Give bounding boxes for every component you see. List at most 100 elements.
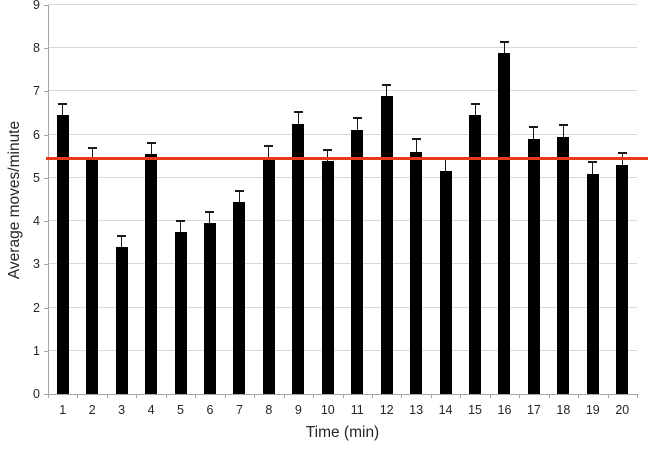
x-axis-label: 15 xyxy=(468,403,482,417)
x-axis-title: Time (min) xyxy=(305,424,380,441)
x-axis-label: 11 xyxy=(350,403,364,417)
x-axis-label: 8 xyxy=(265,403,273,417)
x-axis-label: 19 xyxy=(585,403,600,417)
x-axis-tick xyxy=(607,394,609,398)
error-bar-cap xyxy=(234,189,244,192)
y-axis-label: 2 xyxy=(33,300,40,315)
gridline xyxy=(48,133,637,135)
x-axis-tick xyxy=(165,394,167,398)
y-axis-label: 1 xyxy=(33,343,40,358)
y-axis-label: 3 xyxy=(33,257,40,272)
error-bar-cap xyxy=(588,160,598,163)
gridline xyxy=(48,306,637,308)
gridline xyxy=(48,263,637,265)
x-axis-label: 5 xyxy=(177,403,184,417)
gridline xyxy=(48,47,637,49)
x-axis-label: 10 xyxy=(320,403,335,417)
x-axis-label: 17 xyxy=(526,403,541,417)
error-bar-whisker xyxy=(592,161,594,174)
bar xyxy=(527,138,540,394)
error-bar-cap xyxy=(529,125,539,128)
x-axis-label: 16 xyxy=(497,403,512,417)
y-axis-tick xyxy=(44,350,48,352)
error-bar-whisker xyxy=(238,190,240,202)
error-bar-cap xyxy=(176,220,186,223)
y-axis-label: 9 xyxy=(33,0,40,12)
bar xyxy=(351,130,364,394)
y-axis-tick xyxy=(44,221,48,223)
x-axis-tick xyxy=(77,394,79,398)
error-bar-cap xyxy=(411,137,421,140)
error-bar-whisker xyxy=(503,41,505,53)
error-bar-whisker xyxy=(445,159,447,172)
error-bar-whisker xyxy=(180,221,182,232)
error-bar-whisker xyxy=(91,147,93,159)
error-bar-whisker xyxy=(533,126,535,139)
error-bar-whisker xyxy=(474,103,476,116)
bar xyxy=(86,158,99,394)
gridline xyxy=(48,220,637,222)
error-bar-cap xyxy=(264,145,274,148)
x-axis-tick xyxy=(48,394,49,398)
y-axis-label: 0 xyxy=(33,387,40,401)
error-bar-cap xyxy=(470,102,480,105)
x-axis-tick xyxy=(637,394,638,398)
x-axis-label: 9 xyxy=(294,403,302,417)
gridline xyxy=(48,4,637,5)
x-axis-tick xyxy=(430,394,432,398)
error-bar-cap xyxy=(558,123,568,126)
y-axis-tick xyxy=(44,264,48,266)
x-axis-tick xyxy=(313,394,315,398)
y-axis-tick xyxy=(44,394,48,395)
bar xyxy=(410,151,423,394)
x-axis-tick xyxy=(460,394,462,398)
bar xyxy=(469,115,482,394)
y-axis-label: 7 xyxy=(33,84,40,99)
error-bar-cap xyxy=(352,117,362,120)
y-axis-tick xyxy=(44,307,48,309)
error-bar-whisker xyxy=(386,84,388,96)
x-axis-tick xyxy=(489,394,491,398)
bar xyxy=(233,201,246,394)
x-axis-tick xyxy=(519,394,521,398)
bar xyxy=(174,231,187,394)
x-axis-tick xyxy=(342,394,344,398)
y-axis-tick xyxy=(44,5,48,6)
bar xyxy=(321,160,334,394)
x-axis-tick xyxy=(401,394,403,398)
y-axis-label: 5 xyxy=(33,170,40,185)
x-axis-tick xyxy=(106,394,108,398)
bar xyxy=(292,123,305,394)
x-axis-label: 7 xyxy=(235,403,243,417)
y-axis-tick xyxy=(44,134,48,136)
y-axis-label: 4 xyxy=(33,214,40,229)
x-axis-tick xyxy=(195,394,197,398)
bar xyxy=(262,158,275,394)
x-axis-label: 20 xyxy=(615,403,630,417)
x-axis-label: 14 xyxy=(438,403,453,417)
error-bar-whisker xyxy=(415,138,417,152)
gridline xyxy=(48,349,637,351)
bar xyxy=(115,247,128,394)
bar xyxy=(616,164,629,394)
bar xyxy=(56,115,69,394)
bar xyxy=(145,154,158,394)
bar xyxy=(586,173,599,394)
y-axis-title: Average moves/minute xyxy=(6,120,23,280)
x-axis-tick xyxy=(578,394,580,398)
x-axis-label: 6 xyxy=(206,403,214,417)
bar xyxy=(439,171,452,394)
error-bar-cap xyxy=(323,148,333,151)
y-axis-tick xyxy=(44,91,48,93)
error-bar-whisker xyxy=(327,149,329,161)
error-bar-whisker xyxy=(150,143,152,155)
y-axis-label: 8 xyxy=(33,41,40,56)
error-bar-whisker xyxy=(356,118,358,131)
x-axis-tick xyxy=(254,394,256,398)
gridline xyxy=(48,90,637,92)
x-axis-tick xyxy=(371,394,373,398)
error-bar-whisker xyxy=(562,124,564,137)
x-axis-label: 3 xyxy=(118,403,126,417)
bar xyxy=(380,95,393,394)
